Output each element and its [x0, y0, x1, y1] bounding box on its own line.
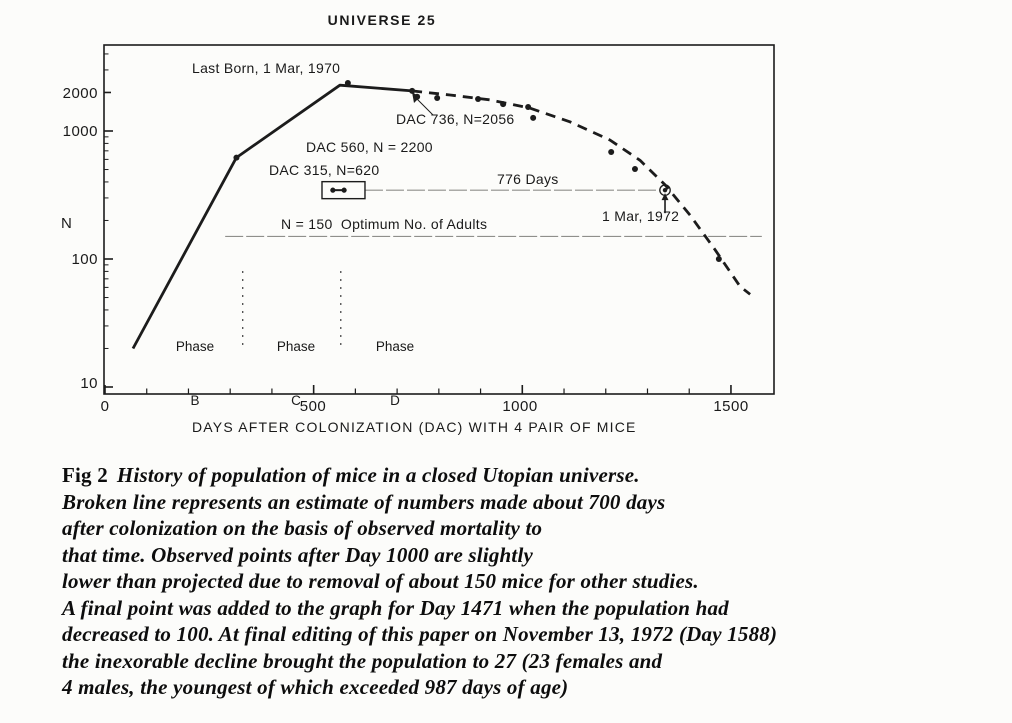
annotation-n150-optimum: N = 150 Optimum No. of Adults	[281, 216, 488, 232]
interval-box-point	[330, 187, 336, 193]
y-tick-2000: 2000	[62, 85, 98, 102]
annotation-1-mar-1972: 1 Mar, 1972	[602, 208, 680, 224]
data-point	[608, 149, 615, 156]
caption-line: Fig 2 History of population of mice in a …	[62, 462, 972, 489]
phase-b-word: Phase	[175, 339, 215, 354]
chart-title: UNIVERSE 25	[327, 12, 437, 28]
x-tick-0: 0	[100, 398, 110, 415]
arrow-up-head	[661, 193, 669, 201]
caption-line: lower than projected due to removal of a…	[62, 569, 699, 593]
y-tick-10: 10	[80, 375, 98, 392]
x-tick-1000: 1000	[502, 398, 538, 415]
y-tick-1000: 1000	[62, 123, 98, 140]
interval-box	[321, 180, 366, 200]
annotation-dac560: DAC 560, N = 2200	[306, 139, 433, 155]
data-point	[525, 103, 532, 110]
annotation-776-days: 776 Days	[497, 171, 559, 187]
x-tick-1500: 1500	[713, 398, 749, 415]
data-point	[631, 165, 638, 172]
data-point-1-mar-1972	[662, 187, 668, 193]
caption-line-text: History of population of mice in a close…	[116, 463, 640, 487]
phase-b-letter: B	[190, 393, 200, 408]
phase-c-label: Phase C	[264, 302, 328, 446]
annotation-dac315: DAC 315, N=620	[269, 162, 380, 178]
data-point	[715, 256, 722, 262]
phase-d-label: Phase D	[363, 302, 427, 446]
caption-line: 4 males, the youngest of which exceeded …	[62, 675, 569, 699]
projected-decline-curve	[411, 89, 751, 296]
figure-number: Fig 2	[62, 463, 108, 487]
phase-d-letter: D	[390, 393, 400, 408]
observed-growth-line	[131, 83, 413, 350]
data-point	[233, 154, 240, 161]
population-plot	[103, 44, 775, 395]
data-point	[530, 114, 537, 121]
interval-box-point	[341, 187, 347, 193]
annotation-last-born: Last Born, 1 Mar, 1970	[192, 60, 341, 76]
caption-line: A final point was added to the graph for…	[62, 595, 729, 620]
dac736-arrow-head	[412, 92, 420, 103]
phase-d-word: Phase	[375, 339, 415, 354]
caption-line: decreased to 100. At final editing of th…	[62, 622, 778, 646]
data-point	[344, 80, 351, 87]
data-point	[409, 87, 416, 94]
data-point	[500, 101, 507, 108]
y-tick-100: 100	[71, 251, 98, 268]
data-point	[434, 95, 441, 102]
caption-line: after colonization on the basis of obser…	[62, 516, 543, 540]
caption-line: that time. Observed points after Day 100…	[62, 542, 534, 567]
phase-c-letter: C	[291, 393, 301, 408]
caption-line: the inexorable decline brought the popul…	[62, 648, 663, 673]
annotation-dac736: DAC 736, N=2056	[396, 111, 515, 127]
phase-c-word: Phase	[276, 339, 316, 354]
y-axis-label: N	[61, 215, 72, 232]
dac736-leader-line	[416, 98, 434, 116]
x-tick-500: 500	[299, 398, 327, 415]
caption-line: Broken line represents an estimate of nu…	[62, 489, 666, 514]
data-point	[475, 95, 482, 102]
phase-b-label: Phase B	[163, 302, 227, 446]
x-axis-title: DAYS AFTER COLONIZATION (DAC) WITH 4 PAI…	[192, 419, 637, 435]
figure-caption: Fig 2 History of population of mice in a …	[62, 462, 972, 701]
